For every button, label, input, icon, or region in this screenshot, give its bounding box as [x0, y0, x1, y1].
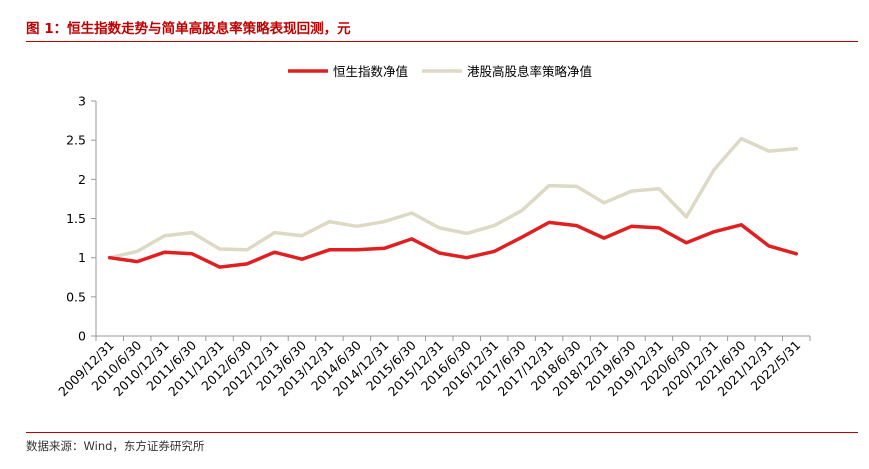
legend-label-dividend: 港股高股息率策略净值	[467, 64, 592, 79]
y-axis: 0 0.5 1 1.5 2 2.5 3	[66, 94, 97, 344]
legend: 恒生指数净值 港股高股息率策略净值	[288, 64, 592, 79]
title-divider	[26, 41, 858, 42]
legend-item-dividend: 港股高股息率策略净值	[422, 64, 592, 79]
x-axis: 2009/12/312010/6/302010/12/312011/6/3020…	[55, 335, 811, 399]
source-note: 数据来源：Wind，东方证券研究所	[26, 439, 205, 453]
series-line-hsi	[107, 220, 799, 269]
legend-label-hsi: 恒生指数净值	[333, 64, 408, 79]
legend-item-hsi: 恒生指数净值	[288, 64, 408, 79]
y-tick-label: 1	[78, 250, 86, 265]
y-tick-label: 3	[78, 94, 86, 109]
chart-title: 图 1：恒生指数走势与简单高股息率策略表现回测，元	[26, 21, 351, 37]
chart-title-row: 图 1：恒生指数走势与简单高股息率策略表现回测，元	[26, 18, 859, 40]
y-tick-label: 2	[78, 172, 86, 187]
y-tick-label: 1.5	[66, 211, 86, 226]
y-tick-label: 2.5	[66, 133, 86, 148]
footer-divider	[26, 432, 858, 433]
series-line-dividend	[107, 136, 799, 260]
y-tick-label: 0	[78, 329, 86, 344]
series-layer	[107, 136, 799, 269]
y-tick-label: 0.5	[66, 289, 86, 304]
